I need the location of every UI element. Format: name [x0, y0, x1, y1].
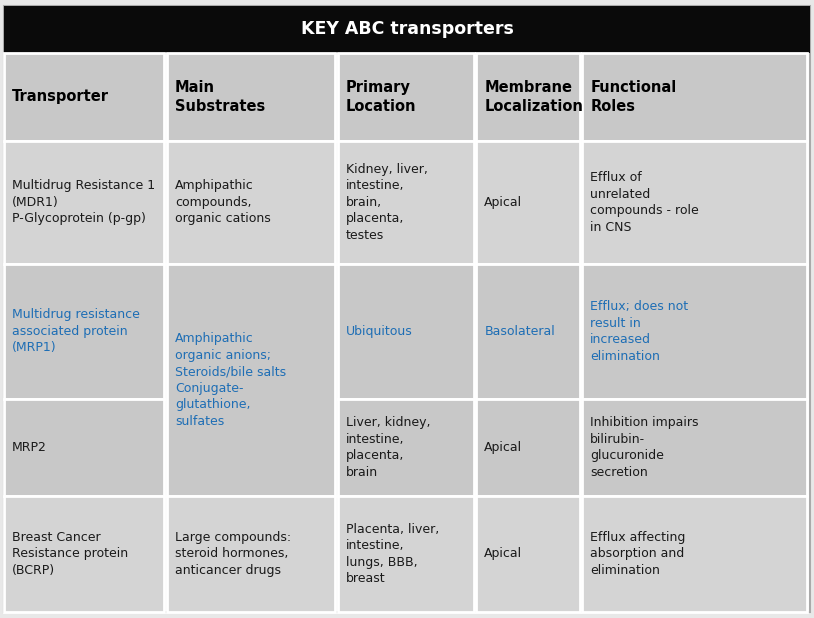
FancyBboxPatch shape	[338, 264, 474, 399]
FancyBboxPatch shape	[167, 141, 335, 264]
Text: Liver, kidney,
intestine,
placenta,
brain: Liver, kidney, intestine, placenta, brai…	[346, 416, 431, 478]
Text: Ubiquitous: Ubiquitous	[346, 325, 413, 338]
Text: Apical: Apical	[484, 548, 523, 561]
FancyBboxPatch shape	[167, 264, 335, 496]
FancyBboxPatch shape	[476, 53, 580, 141]
Text: Basolateral: Basolateral	[484, 325, 555, 338]
FancyBboxPatch shape	[4, 53, 164, 141]
FancyBboxPatch shape	[582, 141, 807, 264]
FancyBboxPatch shape	[167, 496, 335, 612]
FancyBboxPatch shape	[582, 496, 807, 612]
FancyBboxPatch shape	[338, 141, 474, 264]
FancyBboxPatch shape	[4, 6, 810, 612]
Text: Large compounds:
steroid hormones,
anticancer drugs: Large compounds: steroid hormones, antic…	[175, 531, 291, 577]
FancyBboxPatch shape	[4, 496, 164, 612]
FancyBboxPatch shape	[476, 399, 580, 496]
Text: Amphipathic
compounds,
organic cations: Amphipathic compounds, organic cations	[175, 179, 271, 226]
Text: Membrane
Localization: Membrane Localization	[484, 80, 583, 114]
FancyBboxPatch shape	[476, 141, 580, 264]
Text: Transporter: Transporter	[12, 89, 109, 104]
FancyBboxPatch shape	[476, 264, 580, 399]
FancyBboxPatch shape	[338, 53, 474, 141]
FancyBboxPatch shape	[582, 53, 807, 141]
FancyBboxPatch shape	[338, 496, 474, 612]
FancyBboxPatch shape	[476, 496, 580, 612]
Text: Efflux; does not
result in
increased
elimination: Efflux; does not result in increased eli…	[590, 300, 689, 363]
FancyBboxPatch shape	[167, 53, 335, 141]
Text: Efflux of
unrelated
compounds - role
in CNS: Efflux of unrelated compounds - role in …	[590, 171, 699, 234]
Text: Kidney, liver,
intestine,
brain,
placenta,
testes: Kidney, liver, intestine, brain, placent…	[346, 163, 428, 242]
Text: Efflux affecting
absorption and
elimination: Efflux affecting absorption and eliminat…	[590, 531, 685, 577]
Text: Apical: Apical	[484, 196, 523, 209]
FancyBboxPatch shape	[4, 141, 164, 264]
Text: Functional
Roles: Functional Roles	[590, 80, 676, 114]
Text: Inhibition impairs
bilirubin-
glucuronide
secretion: Inhibition impairs bilirubin- glucuronid…	[590, 416, 698, 478]
Text: Multidrug Resistance 1
(MDR1)
P-Glycoprotein (p-gp): Multidrug Resistance 1 (MDR1) P-Glycopro…	[12, 179, 155, 226]
FancyBboxPatch shape	[4, 264, 164, 399]
Text: Placenta, liver,
intestine,
lungs, BBB,
breast: Placenta, liver, intestine, lungs, BBB, …	[346, 523, 440, 585]
Text: KEY ABC transporters: KEY ABC transporters	[300, 20, 514, 38]
Text: Primary
Location: Primary Location	[346, 80, 417, 114]
FancyBboxPatch shape	[582, 264, 807, 399]
Text: MRP2: MRP2	[12, 441, 47, 454]
Text: Multidrug resistance
associated protein
(MRP1): Multidrug resistance associated protein …	[12, 308, 140, 355]
Text: Main
Substrates: Main Substrates	[175, 80, 265, 114]
FancyBboxPatch shape	[4, 6, 810, 53]
FancyBboxPatch shape	[338, 399, 474, 496]
FancyBboxPatch shape	[4, 399, 164, 496]
Text: Apical: Apical	[484, 441, 523, 454]
Text: Amphipathic
organic anions;
Steroids/bile salts
Conjugate-
glutathione,
sulfates: Amphipathic organic anions; Steroids/bil…	[175, 332, 287, 428]
Text: Breast Cancer
Resistance protein
(BCRP): Breast Cancer Resistance protein (BCRP)	[12, 531, 129, 577]
FancyBboxPatch shape	[582, 399, 807, 496]
